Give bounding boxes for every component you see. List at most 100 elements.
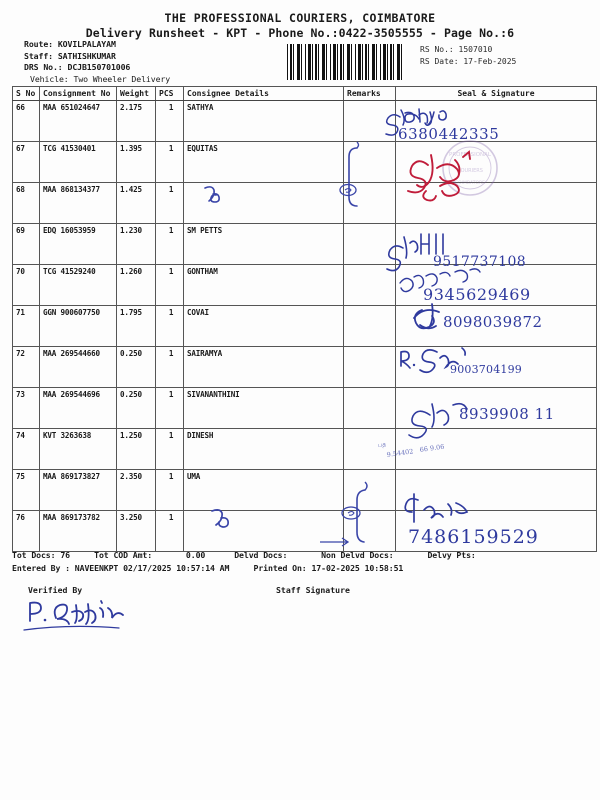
rs-date-row: RS Date: 17-Feb-2025 xyxy=(420,56,516,68)
col-header-consignee: Consignee Details xyxy=(183,86,344,101)
non-delvd-label: Non Delvd Docs: xyxy=(321,550,394,560)
cell-consignee: SATHYA xyxy=(183,100,344,142)
table-row: 73 MAA 269544696 0.250 1 SIVANANTHINI xyxy=(12,387,597,429)
cell-remarks xyxy=(343,346,396,388)
cell-pcs: 1 xyxy=(155,141,184,183)
cell-remarks xyxy=(343,182,396,224)
col-header-sno: S No xyxy=(12,86,40,101)
table-head: S No Consignment No Weight PCS Consignee… xyxy=(12,86,597,101)
cell-consignment: EDQ 16053959 xyxy=(39,223,117,265)
cell-remarks xyxy=(343,469,396,511)
table-row: 71 GGN 900607750 1.795 1 COVAI xyxy=(12,305,597,347)
cell-seal xyxy=(395,387,597,429)
barcode-icon xyxy=(287,44,405,80)
verified-by-signature xyxy=(23,600,124,631)
cell-pcs: 1 xyxy=(155,223,184,265)
cell-sno: 69 xyxy=(12,223,40,265)
delvy-pts-label: Delvy Pts: xyxy=(427,550,476,560)
cell-weight: 1.795 xyxy=(116,305,156,347)
cell-seal xyxy=(395,223,597,265)
cell-seal xyxy=(395,264,597,306)
cell-seal xyxy=(395,510,597,552)
cell-weight: 1.260 xyxy=(116,264,156,306)
cell-weight: 2.175 xyxy=(116,100,156,142)
cell-weight: 0.250 xyxy=(116,346,156,388)
table-row: 76 MAA 869173782 3.250 1 xyxy=(12,510,597,552)
cell-sno: 70 xyxy=(12,264,40,306)
cell-sno: 73 xyxy=(12,387,40,429)
col-header-seal: Seal & Signature xyxy=(395,86,597,101)
vehicle-row: Vehicle: Two Wheeler Delivery xyxy=(24,74,170,86)
rs-date-label: RS Date: xyxy=(420,57,459,66)
footer-totals: Tot Docs: 76 Tot COD Amt: 0.00 Delvd Doc… xyxy=(12,549,590,575)
table-body: 66 MAA 651024647 2.175 1 SATHYA 67 TCG 4… xyxy=(12,100,597,552)
cell-pcs: 1 xyxy=(155,387,184,429)
cell-seal xyxy=(395,305,597,347)
cell-remarks xyxy=(343,141,396,183)
cell-consignment: KVT 3263638 xyxy=(39,428,117,470)
table-row: 67 TCG 41530401 1.395 1 EQUITAS xyxy=(12,141,597,183)
cell-consignee: SIVANANTHINI xyxy=(183,387,344,429)
drs-value: DCJB150701006 xyxy=(67,62,131,73)
totals-line-1: Tot Docs: 76 Tot COD Amt: 0.00 Delvd Doc… xyxy=(12,549,590,562)
cell-consignment: MAA 869173782 xyxy=(39,510,117,552)
cell-remarks xyxy=(343,223,396,265)
cell-consignment: GGN 900607750 xyxy=(39,305,117,347)
route-value: KOVILPALAYAM xyxy=(57,39,116,49)
cell-weight: 1.230 xyxy=(116,223,156,265)
cell-consignee: UMA xyxy=(183,469,344,511)
cell-sno: 76 xyxy=(12,510,40,552)
vehicle-value: Two Wheeler Delivery xyxy=(73,73,171,84)
cell-pcs: 1 xyxy=(155,305,184,347)
cell-remarks xyxy=(343,100,396,142)
tot-cod-value: 0.00 xyxy=(185,550,206,560)
col-header-consignment: Consignment No xyxy=(39,86,117,101)
cell-weight: 1.250 xyxy=(116,428,156,470)
cell-sno: 74 xyxy=(12,428,40,470)
header-meta-left: Route: KOVILPALAYAM Staff: SATHISHKUMAR … xyxy=(24,39,170,85)
cell-remarks xyxy=(343,387,396,429)
cell-consignee: DINESH xyxy=(183,428,344,470)
staff-signature-label: Staff Signature xyxy=(276,585,350,595)
cell-sno: 72 xyxy=(12,346,40,388)
header-meta-right: RS No.: 1507010 RS Date: 17-Feb-2025 xyxy=(420,44,516,68)
cell-remarks xyxy=(343,510,396,552)
cell-consignee: COVAI xyxy=(183,305,344,347)
cell-consignment: MAA 269544660 xyxy=(39,346,117,388)
drs-label: DRS No.: xyxy=(24,62,63,73)
table-header-row: S No Consignment No Weight PCS Consignee… xyxy=(12,86,597,101)
cell-weight: 0.250 xyxy=(116,387,156,429)
staff-row: Staff: SATHISHKUMAR xyxy=(24,51,170,63)
tot-cod-label: Tot COD Amt: xyxy=(94,550,153,560)
cell-sno: 75 xyxy=(12,469,40,511)
verified-by-label: Verified By xyxy=(28,585,83,595)
table-row: 66 MAA 651024647 2.175 1 SATHYA xyxy=(12,100,597,142)
cell-sno: 68 xyxy=(12,182,40,224)
cell-seal xyxy=(395,141,597,183)
cell-seal xyxy=(395,469,597,511)
cell-pcs: 1 xyxy=(155,469,184,511)
cell-seal xyxy=(395,346,597,388)
cell-sno: 66 xyxy=(12,100,40,142)
vehicle-label: Vehicle: xyxy=(30,73,69,84)
cell-remarks xyxy=(343,305,396,347)
company-title: THE PROFESSIONAL COURIERS, COIMBATORE xyxy=(164,11,436,25)
table-row: 68 MAA 868134377 1.425 1 xyxy=(12,182,597,224)
col-header-remarks: Remarks xyxy=(343,86,396,101)
rs-no-label: RS No.: xyxy=(420,45,454,54)
cell-remarks xyxy=(343,428,396,470)
cell-pcs: 1 xyxy=(155,346,184,388)
cell-remarks xyxy=(343,264,396,306)
totals-line-2: Entered By : NAVEENKPT 02/17/2025 10:57:… xyxy=(12,562,590,575)
cell-pcs: 1 xyxy=(155,264,184,306)
col-header-weight: Weight xyxy=(116,86,156,101)
cell-pcs: 1 xyxy=(155,428,184,470)
document-subtitle: Delivery Runsheet - KPT - Phone No.:0422… xyxy=(85,26,515,40)
table-row: 74 KVT 3263638 1.250 1 DINESH xyxy=(12,428,597,470)
route-label: Route: xyxy=(24,39,53,49)
drs-row: DRS No.: DCJB150701006 xyxy=(24,62,170,74)
rs-no-row: RS No.: 1507010 xyxy=(420,44,516,56)
cell-consignee: SM PETTS xyxy=(183,223,344,265)
cell-consignee xyxy=(183,182,344,224)
